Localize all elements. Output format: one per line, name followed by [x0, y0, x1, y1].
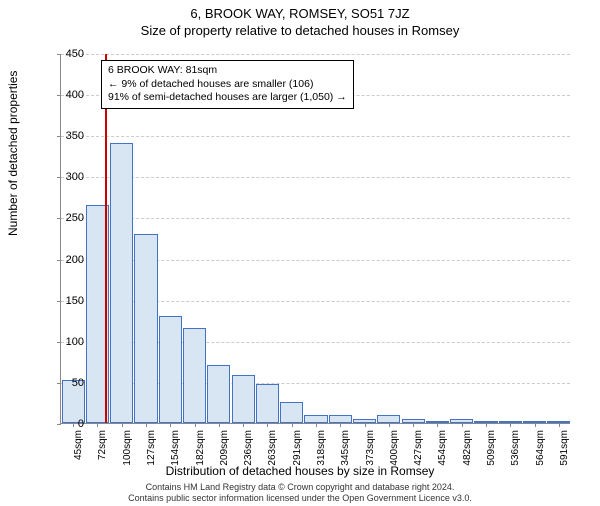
histogram-bar — [232, 375, 255, 423]
gridline — [61, 218, 570, 219]
x-tick — [170, 423, 171, 427]
plot-area: 45sqm72sqm100sqm127sqm154sqm182sqm209sqm… — [60, 54, 570, 424]
marker-infobox: 6 BROOK WAY: 81sqm← 9% of detached house… — [101, 60, 354, 109]
x-tick — [486, 423, 487, 427]
y-tick-label: 250 — [54, 212, 84, 224]
x-tick — [292, 423, 293, 427]
x-tick — [122, 423, 123, 427]
y-tick-label: 150 — [54, 295, 84, 307]
infobox-line: 6 BROOK WAY: 81sqm — [108, 64, 347, 78]
x-tick — [97, 423, 98, 427]
histogram-bar — [377, 415, 400, 423]
infobox-line: ← 9% of detached houses are smaller (106… — [108, 78, 347, 92]
gridline — [61, 177, 570, 178]
y-tick-label: 350 — [54, 130, 84, 142]
x-tick — [146, 423, 147, 427]
x-tick — [365, 423, 366, 427]
x-tick — [316, 423, 317, 427]
x-tick — [340, 423, 341, 427]
gridline — [61, 54, 570, 55]
footer: Contains HM Land Registry data © Crown c… — [0, 482, 600, 504]
histogram-bar — [329, 415, 352, 423]
x-tick — [413, 423, 414, 427]
x-tick — [462, 423, 463, 427]
y-tick-label: 300 — [54, 171, 84, 183]
histogram-bar — [207, 365, 230, 423]
footer-line1: Contains HM Land Registry data © Crown c… — [0, 482, 600, 493]
histogram-bar — [280, 402, 303, 423]
y-tick-label: 400 — [54, 89, 84, 101]
y-tick-label: 0 — [54, 418, 84, 430]
y-tick-label: 450 — [54, 48, 84, 60]
histogram-bar — [110, 143, 133, 423]
infobox-line: 91% of semi-detached houses are larger (… — [108, 91, 347, 105]
y-tick-label: 200 — [54, 254, 84, 266]
gridline — [61, 136, 570, 137]
title-address: 6, BROOK WAY, ROMSEY, SO51 7JZ — [0, 6, 600, 21]
histogram-bar — [159, 316, 182, 423]
histogram-bar — [256, 384, 279, 423]
y-tick-label: 100 — [54, 336, 84, 348]
x-tick — [535, 423, 536, 427]
property-marker-line — [105, 54, 107, 423]
x-tick — [267, 423, 268, 427]
x-axis-label: Distribution of detached houses by size … — [0, 464, 600, 478]
x-tick — [219, 423, 220, 427]
title-subtitle: Size of property relative to detached ho… — [0, 23, 600, 38]
x-tick — [389, 423, 390, 427]
x-tick — [243, 423, 244, 427]
x-tick — [437, 423, 438, 427]
histogram-bar — [134, 234, 157, 423]
histogram-bar — [183, 328, 206, 423]
x-tick — [510, 423, 511, 427]
y-axis-label: Number of detached properties — [6, 71, 20, 236]
chart-container: 6, BROOK WAY, ROMSEY, SO51 7JZ Size of p… — [0, 6, 600, 506]
x-tick — [195, 423, 196, 427]
x-tick — [559, 423, 560, 427]
footer-line2: Contains public sector information licen… — [0, 493, 600, 504]
histogram-bar — [304, 415, 327, 423]
y-tick-label: 50 — [54, 377, 84, 389]
